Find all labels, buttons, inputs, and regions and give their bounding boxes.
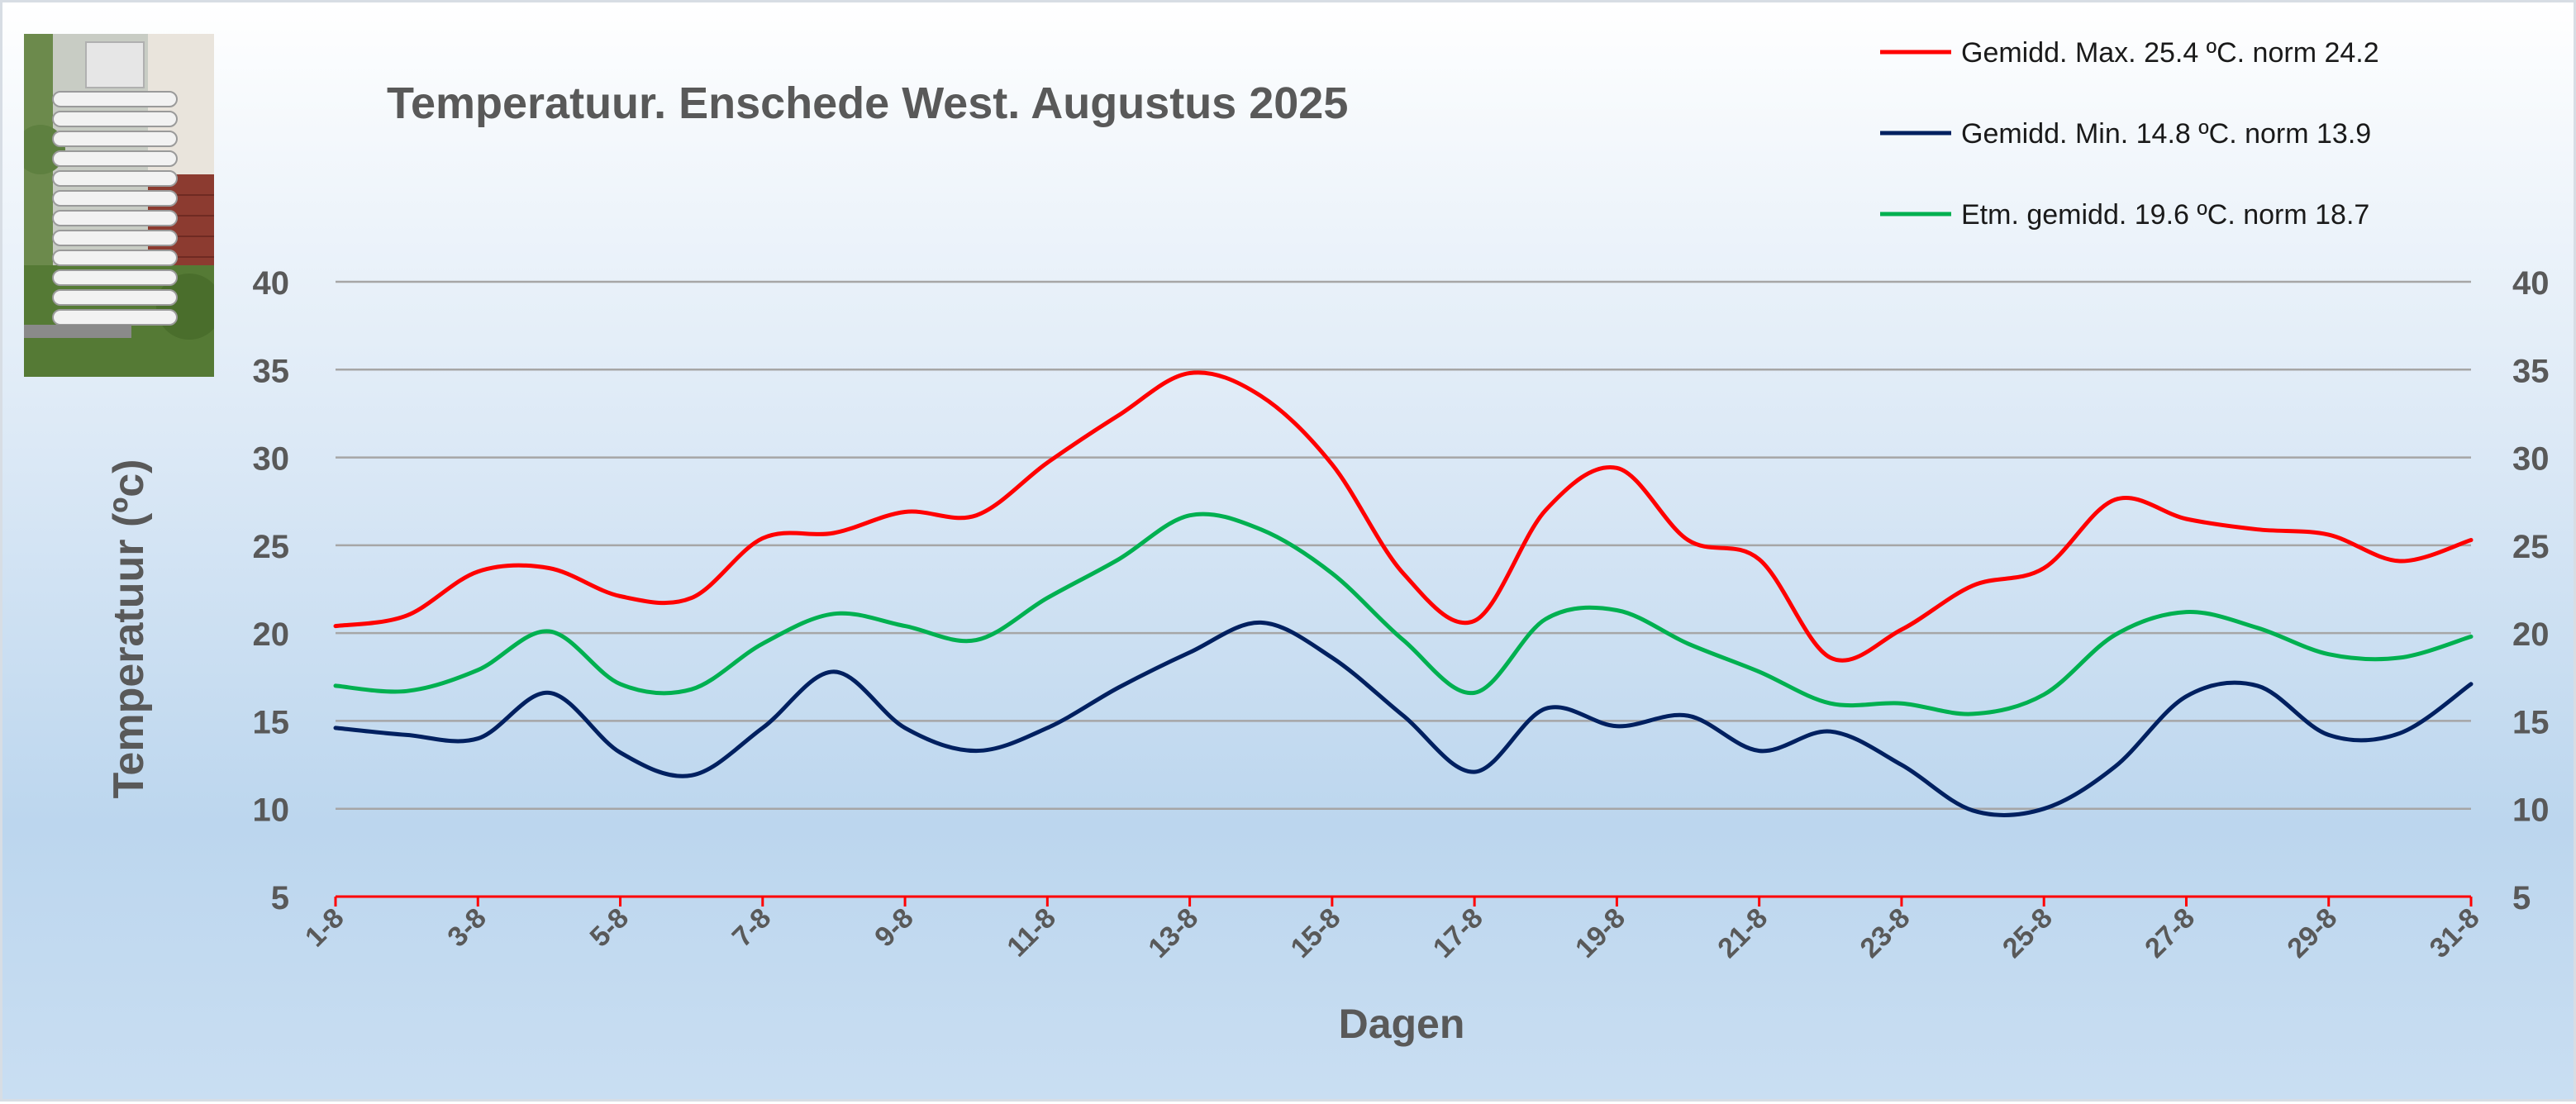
x-axis: 1-8 3-8 5-8 7-8 9-8 11-8 13-8 15-8 17-8 19-8 21-8 2… [299,895,2486,964]
legend: Gemidd. Max. 25.4 ºC. norm 24.2 Gemidd. M… [1880,37,2379,231]
x-tick-label-13-8: 13-8 [1142,902,1204,964]
x-tick-label-5-8: 5-8 [584,902,636,954]
y-tick-right-30: 30 [2512,441,2550,478]
y-tick-left-10: 10 [253,792,290,829]
y-tick-right-10: 10 [2512,792,2550,829]
x-tick-label-1-8: 1-8 [299,902,350,954]
legend-item-min: Gemidd. Min. 14.8 ºC. norm 13.9 [1880,118,2371,150]
legend-item-max: Gemidd. Max. 25.4 ºC. norm 24.2 [1880,37,2379,69]
x-tick-label-7-8: 7-8 [726,902,778,954]
y-axis-label: Temperatuur (ºc) [105,459,153,799]
y-tick-left-40: 40 [253,265,290,302]
y-tick-right-5: 5 [2512,880,2531,916]
x-tick-label-9-8: 9-8 [869,902,920,954]
gridlines [336,280,2471,810]
y-tick-left-15: 15 [253,704,290,740]
y-tick-right-20: 20 [2512,616,2550,653]
x-axis-label: Dagen [1339,1001,1465,1047]
x-tick-label-25-8: 25-8 [1997,902,2059,964]
x-tick-label-31-8: 31-8 [2424,902,2486,964]
legend-item-mean: Etm. gemidd. 19.6 ºC. norm 18.7 [1880,199,2369,231]
y-axis-left-ticks: 5 10 15 20 25 30 35 40 [253,265,290,916]
x-tick-label-23-8: 23-8 [1855,902,1917,964]
chart-title: Temperatuur. Enschede West. Augustus 202… [387,79,1348,128]
y-tick-left-5: 5 [271,880,289,916]
y-tick-left-30: 30 [253,441,290,478]
y-tick-right-35: 35 [2512,353,2550,389]
x-tick-label-29-8: 29-8 [2281,902,2343,964]
x-tick-label-11-8: 11-8 [1001,902,1062,964]
series-max-line [333,370,2474,663]
series-lines [333,370,2474,817]
weather-station-photo [24,34,214,377]
x-tick-label-27-8: 27-8 [2139,902,2201,964]
y-tick-left-25: 25 [253,529,290,565]
y-tick-right-25: 25 [2512,529,2550,565]
x-tick-label-17-8: 17-8 [1427,902,1489,964]
y-tick-left-35: 35 [253,353,290,389]
x-tick-label-19-8: 19-8 [1569,902,1631,964]
x-tick-label-15-8: 15-8 [1285,902,1347,964]
y-tick-right-15: 15 [2512,704,2550,740]
y-tick-left-20: 20 [253,616,290,653]
x-tick-label-3-8: 3-8 [441,902,493,954]
legend-label: Gemidd. Max. 25.4 ºC. norm 24.2 [1961,37,2379,69]
y-tick-right-40: 40 [2512,265,2550,302]
y-axis-right-ticks: 5 10 15 20 25 30 35 40 [2512,265,2550,916]
series-mean-line [333,512,2474,716]
series-min-line [333,620,2474,817]
x-tick-label-21-8: 21-8 [1712,902,1774,964]
legend-label: Gemidd. Min. 14.8 ºC. norm 13.9 [1961,118,2371,150]
legend-label: Etm. gemidd. 19.6 ºC. norm 18.7 [1961,199,2369,231]
